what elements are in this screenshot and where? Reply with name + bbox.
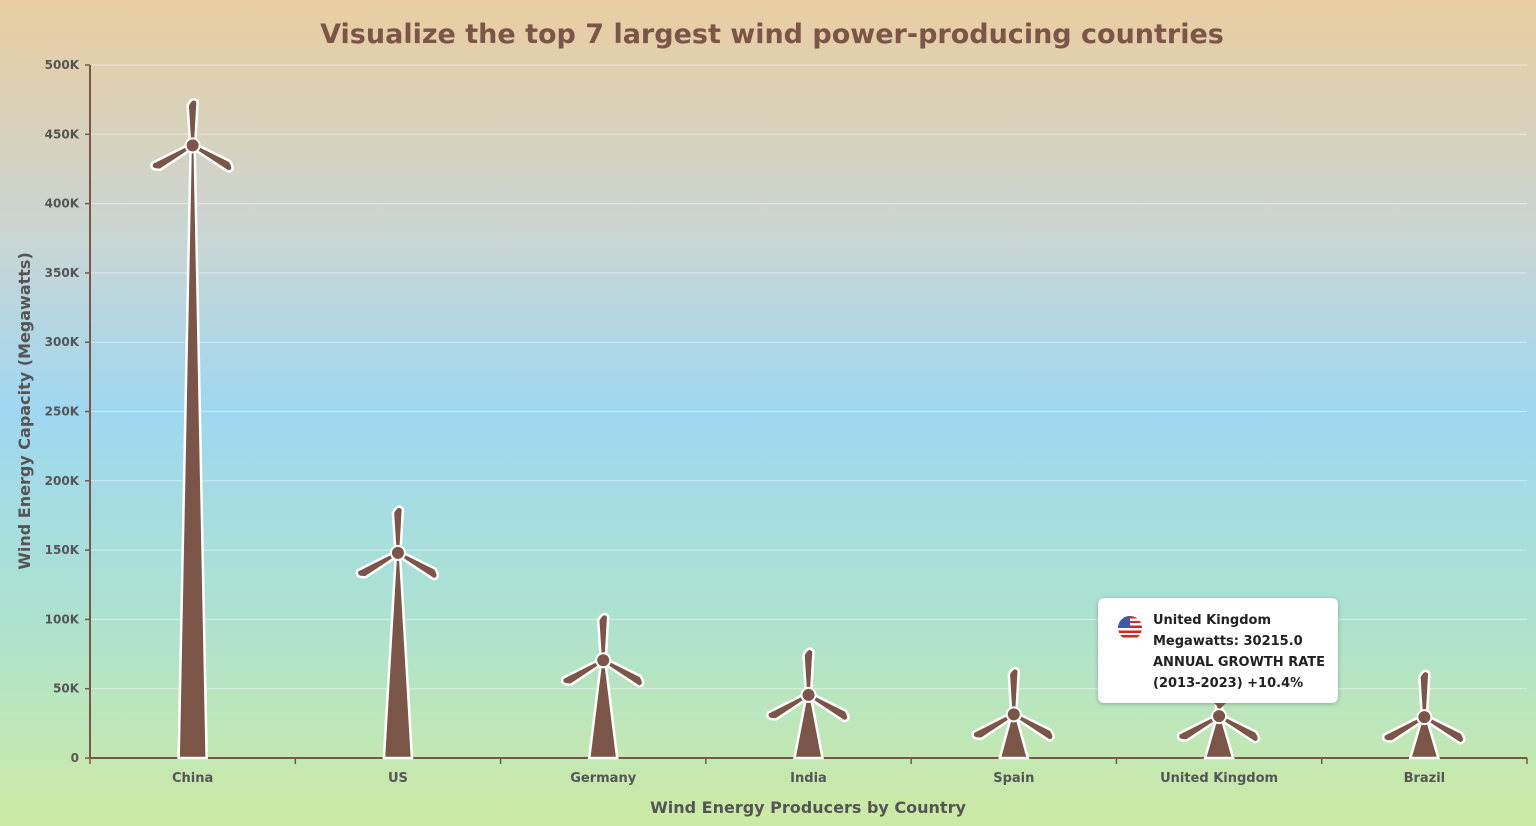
x-tick-label: India (790, 771, 827, 786)
x-tick-label: United Kingdom (1160, 771, 1278, 786)
turbine-blade (971, 710, 1017, 740)
x-tick-label: Spain (993, 771, 1034, 786)
x-tick-label: Brazil (1404, 771, 1446, 786)
tooltip-growth-label: ANNUAL GROWTH RATE (1153, 655, 1326, 670)
turbine-tower (587, 659, 619, 760)
wind-turbine-brazil (1382, 669, 1466, 760)
turbine-hub (1211, 708, 1228, 725)
tooltip-megawatts: Megawatts: 30215.0 (1153, 634, 1303, 649)
y-tick-label: 250K (45, 405, 80, 419)
wind-turbine-spain (971, 666, 1055, 760)
tooltip-growth-value: (2013-2023) +10.4% (1153, 676, 1304, 691)
turbine-hub (389, 544, 406, 561)
turbine-blade (1010, 710, 1055, 742)
turbine-hub (595, 652, 612, 669)
turbine-hub (184, 137, 201, 154)
turbine-blade (600, 656, 645, 688)
turbine-blade (1216, 712, 1261, 744)
tooltip-arrow (1214, 703, 1226, 709)
y-tick-label: 300K (45, 335, 80, 349)
y-tick-label: 350K (45, 266, 80, 280)
turbine-blade (189, 141, 234, 174)
turbine-blade (596, 612, 610, 662)
turbine-blade (1382, 713, 1428, 743)
y-axis-title: Wind Energy Capacity (Megawatts) (15, 252, 34, 570)
y-tick-label: 100K (45, 612, 80, 626)
turbine-blade (150, 141, 196, 172)
x-tick-label: China (172, 771, 213, 786)
turbine-blade (1418, 669, 1431, 719)
wind-turbine-us (355, 505, 440, 760)
turbine-blade (1176, 712, 1222, 742)
chart-title: Visualize the top 7 largest wind power-p… (320, 19, 1224, 50)
y-tick-label: 450K (45, 127, 80, 141)
y-tick-label: 50K (53, 682, 80, 696)
x-axis-title: Wind Energy Producers by Country (650, 798, 966, 817)
y-tick-label: 400K (45, 197, 80, 211)
turbine-blade (186, 97, 199, 147)
x-tick-label: Germany (570, 771, 636, 786)
turbine-blade (355, 549, 401, 579)
turbine-hub (800, 686, 817, 703)
wind-turbine-india (766, 647, 850, 760)
x-tick-label: US (388, 771, 408, 786)
turbine-blade (1421, 713, 1466, 745)
y-tick-label: 500K (45, 58, 80, 72)
wind-turbine-germany (560, 612, 645, 760)
y-tick-label: 200K (45, 474, 80, 488)
turbine-hub (1005, 706, 1022, 723)
turbine-blade (1007, 666, 1021, 716)
turbine-blade (395, 549, 440, 581)
tooltip: United Kingdom Megawatts: 30215.0 ANNUAL… (1098, 598, 1338, 709)
turbine-tower (382, 551, 414, 760)
us-flag-icon (1118, 616, 1142, 640)
y-tick-label: 150K (45, 543, 80, 557)
turbine-blade (766, 691, 812, 721)
y-tick-label: 0 (71, 751, 79, 765)
turbine-tower (177, 144, 208, 760)
wind-turbine-china (150, 97, 234, 760)
turbine-blade (560, 656, 607, 686)
turbine-blade (802, 647, 815, 697)
tooltip-title: United Kingdom (1153, 613, 1272, 628)
turbine-blade (391, 505, 405, 555)
turbine-hub (1416, 709, 1433, 726)
turbine-blade (805, 691, 850, 723)
